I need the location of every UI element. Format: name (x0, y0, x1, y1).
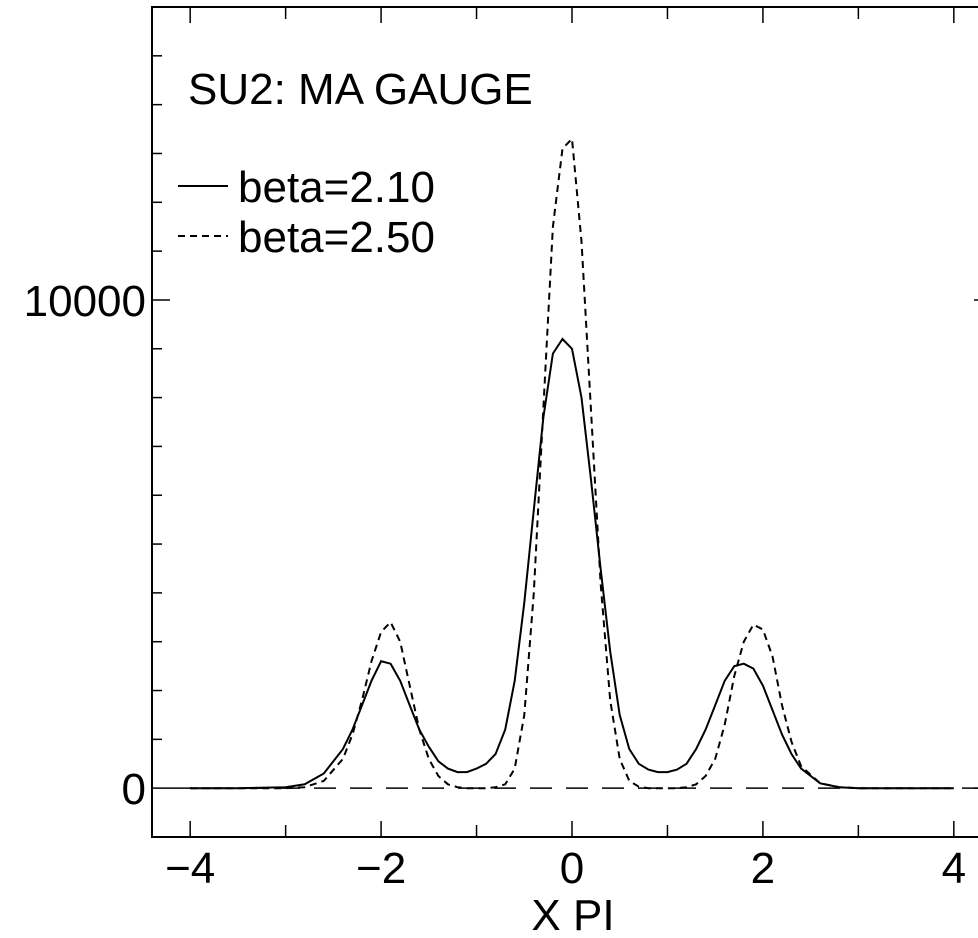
series-line-2 (190, 136, 954, 790)
series-group (190, 136, 954, 790)
axis-ticks (152, 6, 978, 837)
x-tick-label: 2 (751, 844, 775, 893)
chart-title: SU2: MA GAUGE (188, 65, 533, 114)
legend-label-2: beta=2.50 (238, 213, 435, 262)
x-axis-label: X PI (531, 891, 614, 938)
x-tick-label: −2 (356, 844, 406, 893)
x-tick-label: 4 (942, 844, 966, 893)
axis-tick-labels: −4 −2 0 2 4 0 10000 (24, 277, 966, 893)
legend-label-1: beta=2.10 (238, 163, 435, 212)
y-tick-label: 0 (122, 765, 146, 814)
y-tick-label: 10000 (24, 277, 146, 326)
x-tick-label: 0 (560, 844, 584, 893)
plot-frame (151, 6, 978, 838)
x-tick-label: −4 (165, 844, 215, 893)
series-line-1 (190, 337, 954, 790)
